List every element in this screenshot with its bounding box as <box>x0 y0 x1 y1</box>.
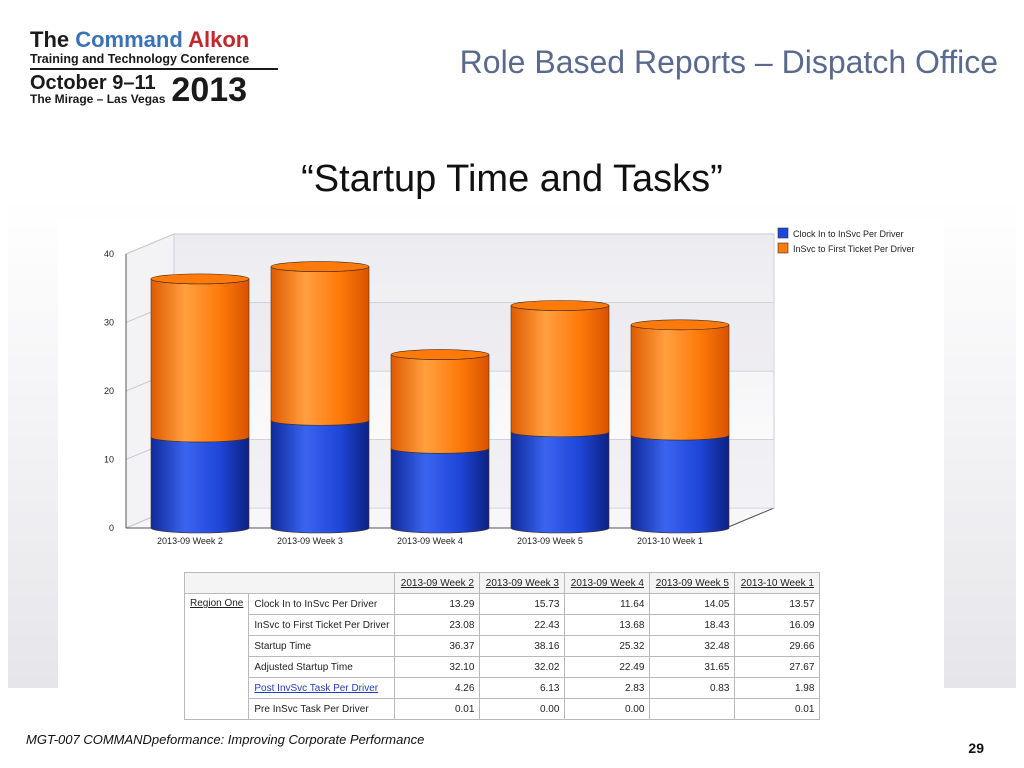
table-cell: 38.16 <box>479 635 566 657</box>
table-row: Startup Time 36.37 38.16 25.32 32.48 29.… <box>185 635 821 657</box>
row-label: Adjusted Startup Time <box>248 656 396 678</box>
table-cell: 13.68 <box>564 614 651 636</box>
table-row: InSvc to First Ticket Per Driver 23.08 2… <box>185 614 821 636</box>
legend-label: Clock In to InSvc Per Driver <box>793 229 904 239</box>
table-cell: 15.73 <box>479 593 566 615</box>
table-cell: 4.26 <box>394 677 481 699</box>
table-cell: 16.09 <box>734 614 821 636</box>
table-cell: 25.32 <box>564 635 651 657</box>
bar-segment-insvc <box>630 324 730 441</box>
row-label: Startup Time <box>248 635 396 657</box>
column-header[interactable]: 2013-09 Week 3 <box>479 572 566 594</box>
table-cell: 36.37 <box>394 635 481 657</box>
table-cell: 11.64 <box>564 593 651 615</box>
x-tick-label: 2013-10 Week 1 <box>637 536 703 546</box>
column-header[interactable]: 2013-09 Week 5 <box>649 572 736 594</box>
table-cell: 13.57 <box>734 593 821 615</box>
table-cell: 13.29 <box>394 593 481 615</box>
logo-venue: The Mirage – Las Vegas <box>30 92 166 106</box>
table-cell: 6.13 <box>479 677 566 699</box>
table-row: Region One Clock In to InSvc Per Driver … <box>183 593 821 720</box>
legend-swatch <box>777 242 789 254</box>
bar-segment-insvc <box>390 354 490 454</box>
table-cell: 14.05 <box>649 593 736 615</box>
table-header-row: 2013-09 Week 2 2013-09 Week 3 2013-09 We… <box>183 572 821 594</box>
table-cell: 32.10 <box>394 656 481 678</box>
bar-top-cap <box>630 319 730 331</box>
logo-rule <box>30 68 278 70</box>
table-row: Post InvSvc Task Per Driver 4.26 6.13 2.… <box>185 677 821 699</box>
x-tick-label: 2013-09 Week 3 <box>277 536 343 546</box>
y-tick-label: 30 <box>104 318 114 328</box>
post-task-link[interactable]: Post InvSvc Task Per Driver <box>254 682 379 694</box>
y-tick-label: 10 <box>104 455 114 465</box>
table-cell: 22.49 <box>564 656 651 678</box>
gridline <box>125 233 774 255</box>
conference-logo: The Command Alkon Training and Technolog… <box>30 28 280 112</box>
table-cell: 0.00 <box>564 698 651 720</box>
y-tick-label: 0 <box>109 523 114 533</box>
table-cell: 0.01 <box>734 698 821 720</box>
table-cell: 1.98 <box>734 677 821 699</box>
table-cell: 29.66 <box>734 635 821 657</box>
chart-panel: 0 10 20 30 40 2013-09 Week 2 2013-09 Week 3 201… <box>58 220 944 730</box>
row-label: Post InvSvc Task Per Driver <box>248 677 396 699</box>
table-corner <box>183 572 396 594</box>
row-label: Clock In to InSvc Per Driver <box>248 593 396 615</box>
bar-top-cap <box>150 273 250 285</box>
table-cell: 31.65 <box>649 656 736 678</box>
row-label: InSvc to First Ticket Per Driver <box>248 614 396 636</box>
table-cell: 27.67 <box>734 656 821 678</box>
table-cell: 0.83 <box>649 677 736 699</box>
table-cell <box>649 698 736 720</box>
table-cell: 0.00 <box>479 698 566 720</box>
logo-year: 2013 <box>171 71 248 109</box>
logo-line2: Training and Technology Conference <box>30 52 250 66</box>
logo-dates: October 9–11 <box>30 72 156 94</box>
column-header[interactable]: 2013-10 Week 1 <box>734 572 821 594</box>
y-tick-label: 20 <box>104 386 114 396</box>
bar-segment-clock-in <box>630 434 730 534</box>
bar-segment-insvc <box>510 305 610 438</box>
x-tick-label: 2013-09 Week 4 <box>397 536 463 546</box>
table-cell: 23.08 <box>394 614 481 636</box>
legend-label: InSvc to First Ticket Per Driver <box>793 244 915 254</box>
x-tick-label: 2013-09 Week 5 <box>517 536 583 546</box>
row-label: Pre InSvc Task Per Driver <box>248 698 396 720</box>
bar-segment-insvc <box>270 266 370 426</box>
table-cell: 32.02 <box>479 656 566 678</box>
bar-top-cap <box>390 349 490 360</box>
floor-edge <box>725 507 775 529</box>
stacked-bar-chart: 0 10 20 30 40 2013-09 Week 2 2013-09 Week 3 201… <box>104 227 915 546</box>
bar-segment-clock-in <box>150 436 250 534</box>
bar-segment-insvc <box>150 278 250 443</box>
slide-title: Role Based Reports – Dispatch Office <box>459 44 998 80</box>
table-cell: 18.43 <box>649 614 736 636</box>
column-header[interactable]: 2013-09 Week 2 <box>394 572 481 594</box>
footer-text: MGT-007 COMMANDpeformance: Improving Cor… <box>26 732 425 747</box>
table-cell: 32.48 <box>649 635 736 657</box>
page-number: 29 <box>968 740 984 756</box>
table-row: Pre InSvc Task Per Driver 0.01 0.00 0.00… <box>185 698 821 720</box>
bar-top-cap <box>510 300 610 311</box>
y-tick-label: 40 <box>104 249 114 259</box>
legend-swatch <box>777 227 789 239</box>
logo-line1: The Command Alkon <box>30 27 250 52</box>
table-cell: 2.83 <box>564 677 651 699</box>
bar-segment-clock-in <box>390 448 490 534</box>
bar-segment-clock-in <box>510 431 610 534</box>
x-tick-label: 2013-09 Week 2 <box>157 536 223 546</box>
bar-segment-clock-in <box>270 420 370 534</box>
bar-top-cap <box>270 261 370 272</box>
table-cell: 0.01 <box>394 698 481 720</box>
slide-subtitle: “Startup Time and Tasks” <box>301 158 723 200</box>
table-row: Adjusted Startup Time 32.10 32.02 22.49 … <box>185 656 821 678</box>
table-cell: 22.43 <box>479 614 566 636</box>
report-table: 2013-09 Week 2 2013-09 Week 3 2013-09 We… <box>183 572 821 720</box>
column-header[interactable]: 2013-09 Week 4 <box>564 572 651 594</box>
region-link[interactable]: Region One <box>183 593 250 720</box>
